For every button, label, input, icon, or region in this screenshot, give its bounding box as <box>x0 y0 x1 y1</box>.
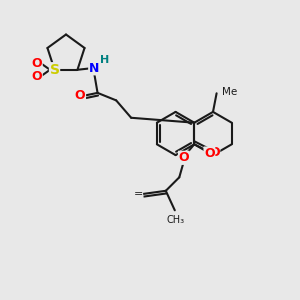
Text: O: O <box>75 89 86 102</box>
Text: =: = <box>133 189 143 200</box>
Text: O: O <box>178 151 189 164</box>
Text: O: O <box>204 147 215 160</box>
Text: H: H <box>100 55 109 65</box>
Text: O: O <box>32 70 42 83</box>
Text: O: O <box>32 57 42 70</box>
Text: S: S <box>50 63 59 77</box>
Text: CH₃: CH₃ <box>167 215 185 225</box>
Text: N: N <box>89 62 99 75</box>
Text: Me: Me <box>222 87 237 97</box>
Text: O: O <box>209 146 220 159</box>
